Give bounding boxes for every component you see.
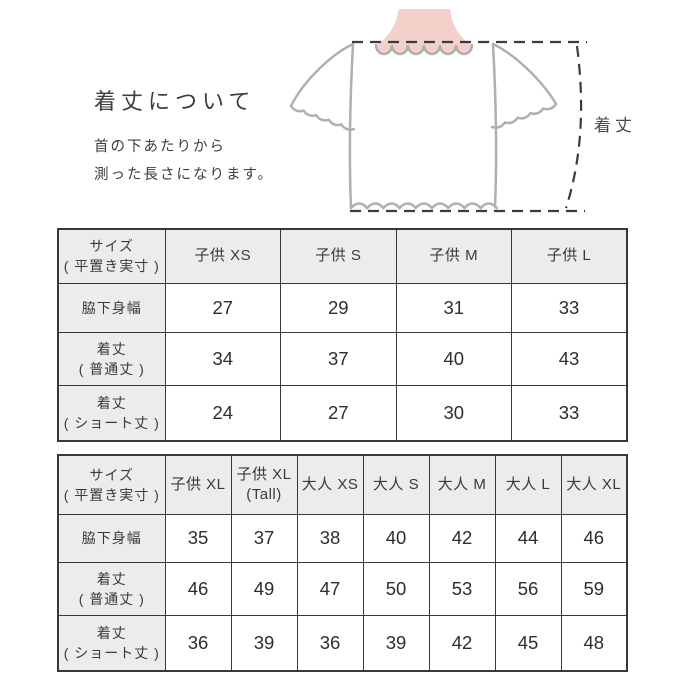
size-value: 46 xyxy=(560,513,628,563)
table-row: 着丈 ( 普通丈 ) 46 49 47 50 53 56 59 xyxy=(57,561,628,616)
size-value: 42 xyxy=(428,513,496,563)
size-value: 47 xyxy=(296,561,364,616)
column-header-adult-xs: 大人 XS xyxy=(296,454,364,515)
hem-wavy-line xyxy=(349,202,499,210)
column-header-adult-xl: 大人 XL xyxy=(560,454,628,515)
row-header-width: 脇下身幅 xyxy=(57,513,166,563)
collar-scallop-outline xyxy=(374,43,474,56)
size-table-kids-xl-adults: サイズ ( 平置き実寸 ) 子供 XL 子供 XL (Tall) 大人 XS 大… xyxy=(57,454,628,672)
measurement-dashed-lines xyxy=(350,40,587,213)
size-value: 30 xyxy=(395,384,512,442)
column-header-kids-xs: 子供 XS xyxy=(164,228,281,284)
column-header-kids-xl: 子供 XL xyxy=(164,454,232,515)
right-sleeve xyxy=(490,42,558,129)
size-value: 48 xyxy=(560,614,628,672)
corner-header: サイズ ( 平置き実寸 ) xyxy=(57,454,166,515)
subtitle-line-1: 首の下あたりから xyxy=(94,139,226,155)
size-table-kids: サイズ ( 平置き実寸 ) 子供 XS 子供 S 子供 M 子供 L 脇下身幅 … xyxy=(57,228,628,442)
size-value: 49 xyxy=(230,561,298,616)
table-header-row: サイズ ( 平置き実寸 ) 子供 XS 子供 S 子供 M 子供 L xyxy=(57,228,628,284)
size-value: 42 xyxy=(428,614,496,672)
row-header-length-normal: 着丈 ( 普通丈 ) xyxy=(57,561,166,616)
table-row: 脇下身幅 27 29 31 33 xyxy=(57,282,628,333)
table-row: 着丈 ( 普通丈 ) 34 37 40 43 xyxy=(57,331,628,386)
size-value: 39 xyxy=(230,614,298,672)
size-value: 33 xyxy=(511,282,628,333)
size-value: 37 xyxy=(230,513,298,563)
table-row: 脇下身幅 35 37 38 40 42 44 46 xyxy=(57,513,628,563)
size-value: 40 xyxy=(362,513,430,563)
size-value: 44 xyxy=(494,513,562,563)
size-value: 33 xyxy=(511,384,628,442)
corner-header: サイズ ( 平置き実寸 ) xyxy=(57,228,166,284)
table-header-row: サイズ ( 平置き実寸 ) 子供 XL 子供 XL (Tall) 大人 XS 大… xyxy=(57,454,628,515)
table-row: 着丈 ( ショート丈 ) 36 39 36 39 42 45 48 xyxy=(57,614,628,672)
size-value: 36 xyxy=(296,614,364,672)
column-header-adult-s: 大人 S xyxy=(362,454,430,515)
size-value: 38 xyxy=(296,513,364,563)
length-dashed-line xyxy=(564,45,583,209)
garment-length-label: 着丈 xyxy=(594,116,636,135)
size-value: 37 xyxy=(280,331,397,386)
body-outline xyxy=(348,42,499,210)
column-header-kids-l: 子供 L xyxy=(511,228,628,284)
size-value: 43 xyxy=(511,331,628,386)
column-header-kids-xl-tall: 子供 XL (Tall) xyxy=(230,454,298,515)
size-value: 29 xyxy=(280,282,397,333)
tshirt-illustration xyxy=(289,9,587,213)
size-value: 40 xyxy=(395,331,512,386)
row-header-length-short: 着丈 ( ショート丈 ) xyxy=(57,614,166,672)
row-header-length-short: 着丈 ( ショート丈 ) xyxy=(57,384,166,442)
size-value: 45 xyxy=(494,614,562,672)
size-value: 39 xyxy=(362,614,430,672)
size-value: 36 xyxy=(164,614,232,672)
size-value: 53 xyxy=(428,561,496,616)
size-value: 56 xyxy=(494,561,562,616)
column-header-adult-m: 大人 M xyxy=(428,454,496,515)
page-title: 着丈について xyxy=(94,89,256,114)
column-header-kids-s: 子供 S xyxy=(280,228,397,284)
size-value: 50 xyxy=(362,561,430,616)
table-row: 着丈 ( ショート丈 ) 24 27 30 33 xyxy=(57,384,628,442)
subtitle-line-2: 測った長さになります。 xyxy=(94,167,275,183)
size-value: 31 xyxy=(395,282,512,333)
left-sleeve xyxy=(289,42,356,131)
column-header-adult-l: 大人 L xyxy=(494,454,562,515)
size-value: 34 xyxy=(164,331,281,386)
size-value: 24 xyxy=(164,384,281,442)
size-value: 35 xyxy=(164,513,232,563)
row-header-width: 脇下身幅 xyxy=(57,282,166,333)
size-value: 46 xyxy=(164,561,232,616)
column-header-kids-m: 子供 M xyxy=(395,228,512,284)
row-header-length-normal: 着丈 ( 普通丈 ) xyxy=(57,331,166,386)
size-value: 27 xyxy=(280,384,397,442)
size-value: 27 xyxy=(164,282,281,333)
subtitle: 首の下あたりから 測った長さになります。 xyxy=(94,133,274,189)
size-value: 59 xyxy=(560,561,628,616)
